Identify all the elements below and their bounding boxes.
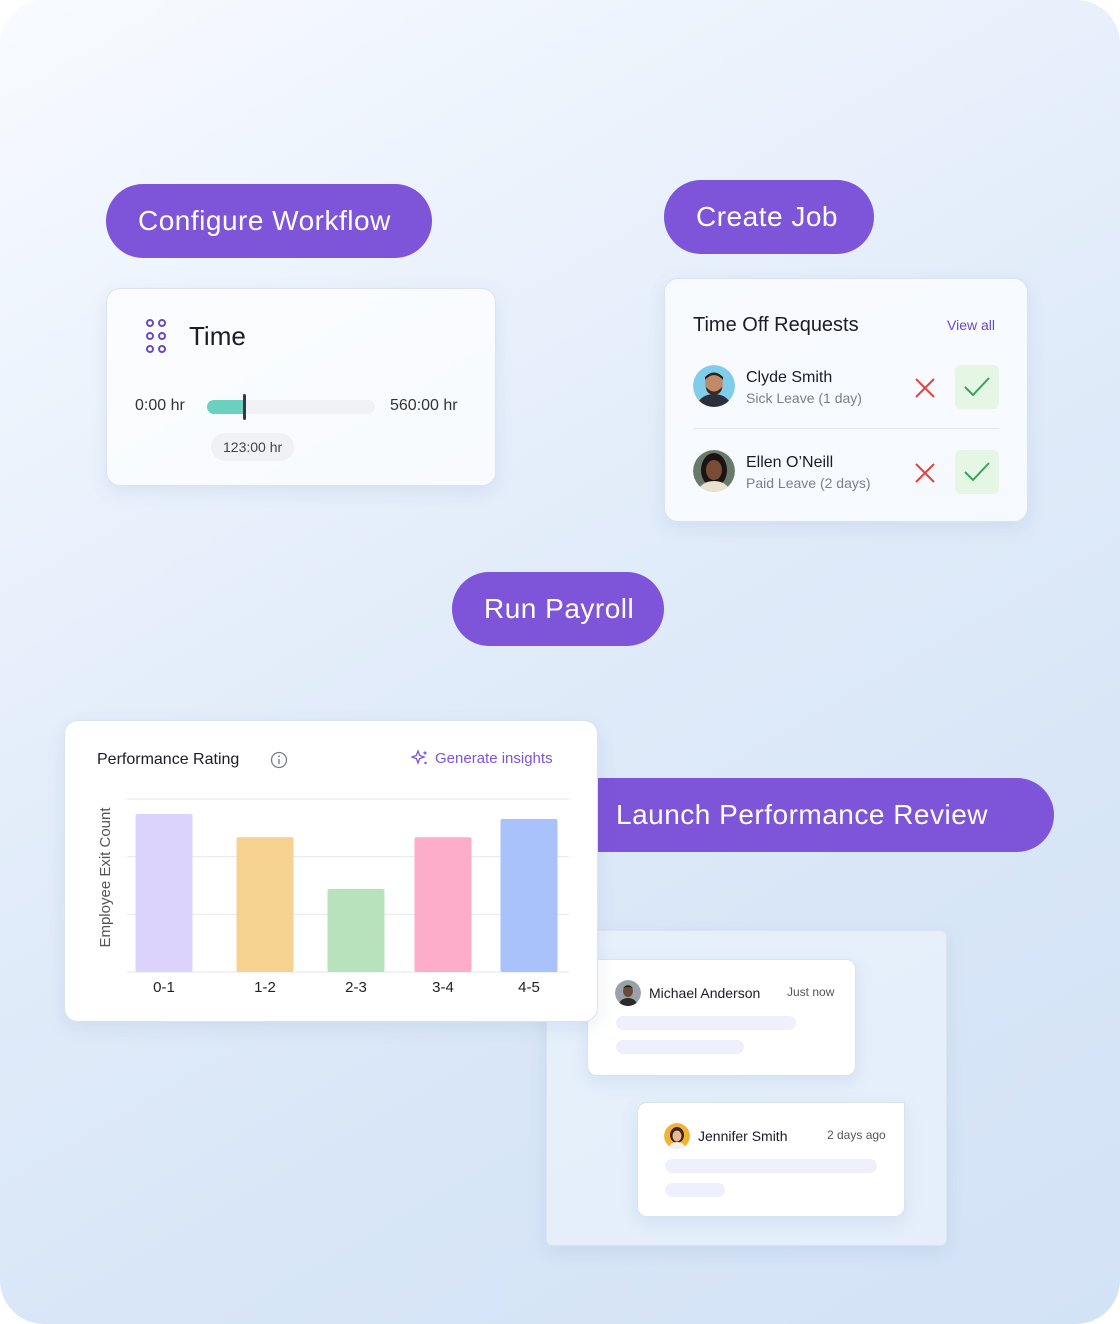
- time-off-title: Time Off Requests: [693, 314, 859, 336]
- approve-button[interactable]: [955, 450, 999, 494]
- request-detail: Sick Leave (1 day): [746, 390, 862, 406]
- performance-title: Performance Rating: [97, 751, 240, 768]
- comment-card[interactable]: Jennifer Smith 2 days ago: [637, 1102, 905, 1217]
- info-icon[interactable]: [270, 751, 288, 769]
- bar-3-4[interactable]: [414, 837, 472, 972]
- request-name: Clyde Smith: [746, 369, 833, 386]
- time-slider-thumb[interactable]: [242, 394, 246, 420]
- bar-1-2[interactable]: [236, 837, 294, 972]
- comment-author: Michael Anderson: [649, 985, 761, 1001]
- comment-time: Just now: [787, 985, 835, 999]
- time-min-label: 0:00 hr: [135, 397, 185, 414]
- comment-time: 2 days ago: [827, 1128, 886, 1142]
- time-max-label: 560:00 hr: [390, 397, 458, 414]
- time-slider-fill: [207, 400, 244, 414]
- performance-chart: 0-1 1-2 2-3 3-4 4-5 Employee Exit Count: [97, 798, 569, 996]
- reject-icon[interactable]: [913, 461, 937, 485]
- bar-0-1[interactable]: [135, 813, 193, 972]
- approve-button[interactable]: [955, 365, 999, 409]
- check-icon: [964, 462, 990, 482]
- generate-insights-button[interactable]: Generate insights: [411, 749, 553, 767]
- request-row: Ellen O’Neill Paid Leave (2 days): [665, 447, 1029, 507]
- view-all-link[interactable]: View all: [947, 317, 995, 333]
- avatar: [693, 365, 735, 407]
- check-icon: [964, 377, 990, 397]
- x-tick-label: 0-1: [153, 979, 175, 996]
- time-off-card: Time Off Requests View all Clyde Smith S…: [664, 278, 1028, 522]
- request-row: Clyde Smith Sick Leave (1 day): [665, 361, 1029, 421]
- reject-icon[interactable]: [913, 376, 937, 400]
- time-card-title: Time: [189, 321, 246, 351]
- run-payroll-button[interactable]: Run Payroll: [452, 572, 664, 646]
- avatar: [615, 980, 641, 1006]
- divider: [693, 428, 999, 429]
- performance-card: Performance Rating Generate insights 0-1…: [64, 720, 598, 1022]
- request-detail: Paid Leave (2 days): [746, 475, 871, 491]
- comment-text-line: [665, 1183, 725, 1197]
- sparkle-icon: [411, 749, 428, 765]
- avatar: [693, 450, 735, 492]
- x-tick-label: 1-2: [254, 979, 276, 996]
- comment-author: Jennifer Smith: [698, 1128, 788, 1144]
- x-tick-label: 2-3: [345, 979, 367, 996]
- avatar: [664, 1123, 690, 1149]
- time-current-badge: 123:00 hr: [211, 433, 295, 461]
- generate-insights-label: Generate insights: [435, 749, 553, 767]
- launch-performance-review-button[interactable]: Launch Performance Review: [520, 778, 1054, 852]
- time-card: Time 0:00 hr 560:00 hr 123:00 hr: [106, 288, 496, 486]
- x-tick-label: 4-5: [518, 979, 540, 996]
- time-slider-track[interactable]: [207, 394, 375, 420]
- x-tick-label: 3-4: [432, 979, 454, 996]
- configure-workflow-button[interactable]: Configure Workflow: [106, 184, 432, 258]
- drag-handle-icon[interactable]: [145, 319, 169, 355]
- y-axis-label: Employee Exit Count: [97, 807, 114, 948]
- bar-4-5[interactable]: [500, 818, 558, 972]
- request-name: Ellen O’Neill: [746, 454, 834, 471]
- comment-text-line: [616, 1016, 796, 1030]
- create-job-button[interactable]: Create Job: [664, 180, 874, 254]
- comment-card[interactable]: Michael Anderson Just now: [587, 959, 856, 1076]
- comment-text-line: [665, 1159, 877, 1173]
- comment-text-line: [616, 1040, 744, 1054]
- launch-performance-review-label: Launch Performance Review: [616, 799, 989, 830]
- bar-2-3[interactable]: [327, 888, 385, 972]
